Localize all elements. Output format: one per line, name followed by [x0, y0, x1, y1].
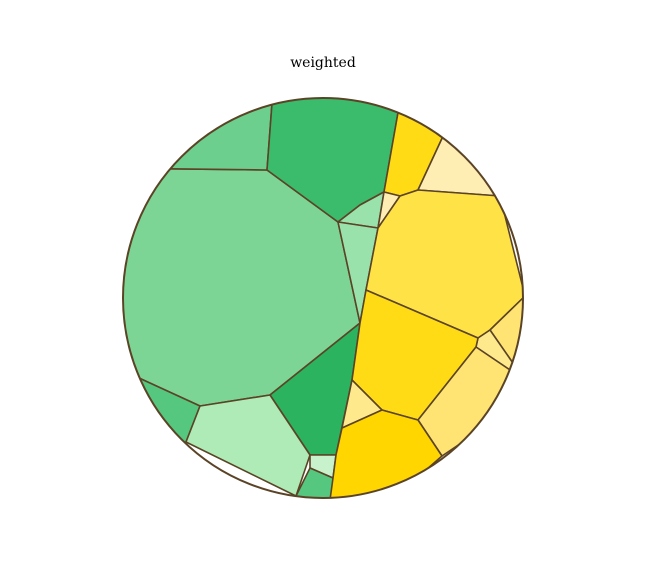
green-cell-bottom: [185, 394, 311, 497]
green-cell-bottom-tip: [289, 467, 334, 498]
yellow-cell-bottom: [329, 409, 443, 498]
boundary-circle: [122, 97, 524, 499]
voronoi-cells: [123, 98, 523, 498]
chart-title: weighted: [290, 55, 356, 71]
green-cell-top-left: [123, 98, 274, 171]
